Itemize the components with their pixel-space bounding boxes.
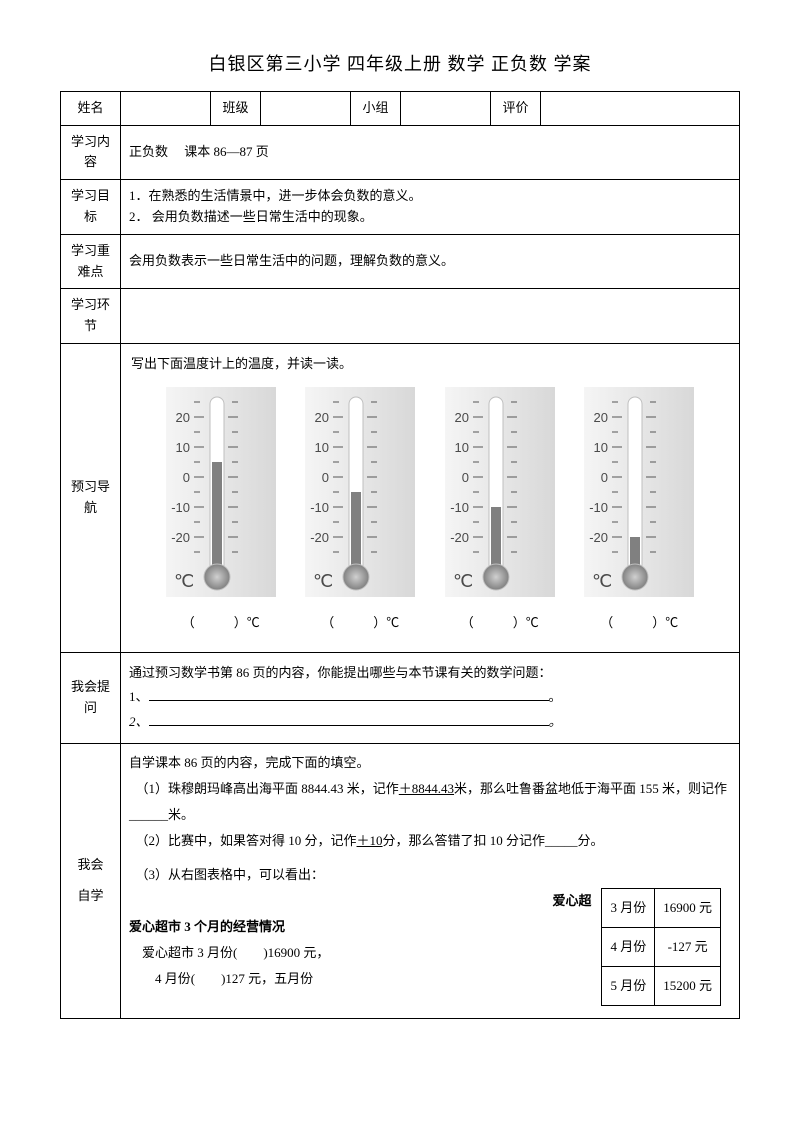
table-cell: 4 月份 (602, 927, 655, 966)
q1-period: 。 (549, 689, 562, 704)
header-row: 姓名 班级 小组 评价 (61, 91, 740, 125)
svg-text:-20: -20 (310, 530, 329, 545)
content-text: 正负数 课本 86—87 页 (121, 125, 740, 180)
group-field[interactable] (401, 91, 491, 125)
underline-1: ＋8844.43 (399, 781, 454, 796)
goal-1: 1．在熟悉的生活情景中，进一步体会负数的意义。 (129, 186, 731, 207)
name-field[interactable] (121, 91, 211, 125)
table-cell: 3 月份 (602, 888, 655, 927)
name-label: 姓名 (61, 91, 121, 125)
question-1[interactable]: 1、 。 (129, 687, 731, 708)
phase-empty (121, 289, 740, 344)
goal-label: 学习目标 (61, 180, 121, 235)
svg-text:℃: ℃ (592, 571, 612, 591)
selfstudy-content: 自学课本 86 页的内容，完成下面的填空。 （1）珠穆朗玛峰高出海平面 8844… (121, 743, 740, 1018)
preview-content: 写出下面温度计上的温度，并读一读。 20 10 0 -10 -20 ℃ （ ）℃ (121, 343, 740, 652)
svg-text:10: 10 (454, 440, 468, 455)
table-cell: 15200 元 (655, 966, 721, 1005)
goal-text: 1．在熟悉的生活情景中，进一步体会负数的意义。 2． 会用负数描述一些日常生活中… (121, 180, 740, 235)
svg-text:0: 0 (183, 470, 190, 485)
eval-label: 评价 (491, 91, 541, 125)
q1-prefix: 1、 (129, 689, 149, 704)
question-intro: 通过预习数学书第 86 页的内容，你能提出哪些与本节课有关的数学问题： (129, 663, 731, 684)
selfstudy-1: （1）珠穆朗玛峰高出海平面 8844.43 米，记作＋8844.43米，那么吐鲁… (129, 776, 731, 828)
thermo-blank[interactable]: （ ）℃ (166, 613, 276, 634)
eval-field[interactable] (541, 91, 740, 125)
svg-text:℃: ℃ (453, 571, 473, 591)
selfstudy-3: （3）从右图表格中，可以看出： (129, 862, 731, 888)
svg-text:10: 10 (175, 440, 189, 455)
thermometer-icon: 20 10 0 -10 -20 ℃ (305, 387, 415, 607)
thermo-blank[interactable]: （ ）℃ (445, 613, 555, 634)
preview-label: 预习导航 (61, 343, 121, 652)
svg-text:-10: -10 (589, 500, 608, 515)
selfstudy-label-2: 自学 (69, 886, 112, 907)
thermometer-item: 20 10 0 -10 -20 ℃ （ ）℃ (584, 387, 694, 634)
table-cell: 5 月份 (602, 966, 655, 1005)
class-field[interactable] (261, 91, 351, 125)
selfstudy-2: （2）比赛中，如果答对得 10 分，记作＋10分，那么答错了扣 10 分记作__… (129, 828, 731, 854)
svg-text:-10: -10 (171, 500, 190, 515)
selfstudy-label-1: 我会 (69, 855, 112, 876)
preview-instruction: 写出下面温度计上的温度，并读一读。 (131, 354, 729, 375)
question-2[interactable]: 2、 。 (129, 712, 731, 733)
svg-text:-10: -10 (310, 500, 329, 515)
svg-text:0: 0 (601, 470, 608, 485)
svg-text:-20: -20 (450, 530, 469, 545)
thermometer-icon: 20 10 0 -10 -20 ℃ (584, 387, 694, 607)
svg-text:20: 20 (315, 410, 329, 425)
table-row: 3 月份16900 元 (602, 888, 721, 927)
q1-blank[interactable] (149, 688, 549, 701)
svg-text:10: 10 (315, 440, 329, 455)
svg-text:0: 0 (462, 470, 469, 485)
thermometer-item: 20 10 0 -10 -20 ℃ （ ）℃ (445, 387, 555, 634)
svg-text:-10: -10 (450, 500, 469, 515)
content-label: 学习内容 (61, 125, 121, 180)
thermo-blank[interactable]: （ ）℃ (584, 613, 694, 634)
svg-text:20: 20 (454, 410, 468, 425)
thermometer-item: 20 10 0 -10 -20 ℃ （ ）℃ (166, 387, 276, 634)
svg-text:℃: ℃ (174, 571, 194, 591)
svg-text:10: 10 (594, 440, 608, 455)
question-label: 我会提问 (61, 652, 121, 743)
goal-2: 2． 会用负数描述一些日常生活中的现象。 (129, 207, 731, 228)
group-label: 小组 (351, 91, 401, 125)
svg-text:0: 0 (322, 470, 329, 485)
table-row: 4 月份-127 元 (602, 927, 721, 966)
table-cell: -127 元 (655, 927, 721, 966)
difficult-label: 学习重难点 (61, 234, 121, 289)
q2-blank[interactable] (149, 713, 549, 726)
svg-text:-20: -20 (171, 530, 190, 545)
thermometer-icon: 20 10 0 -10 -20 ℃ (166, 387, 276, 607)
thermometer-icon: 20 10 0 -10 -20 ℃ (445, 387, 555, 607)
thermometer-item: 20 10 0 -10 -20 ℃ （ ）℃ (305, 387, 415, 634)
selfstudy-intro: 自学课本 86 页的内容，完成下面的填空。 (129, 750, 731, 776)
worksheet-table: 姓名 班级 小组 评价 学习内容 正负数 课本 86—87 页 学习目标 1．在… (60, 91, 740, 1019)
selfstudy-label: 我会 自学 (61, 743, 121, 1018)
question-content: 通过预习数学书第 86 页的内容，你能提出哪些与本节课有关的数学问题： 1、。 … (121, 652, 740, 743)
q2-period: 。 (549, 714, 562, 729)
table-row: 5 月份15200 元 (602, 966, 721, 1005)
thermometer-row: 20 10 0 -10 -20 ℃ （ ）℃ 20 10 0 -10 -20 ℃ （ ）℃ (131, 375, 729, 642)
q2-prefix: 2、 (129, 714, 149, 729)
svg-text:℃: ℃ (313, 571, 333, 591)
class-label: 班级 (211, 91, 261, 125)
underline-2: ＋10 (357, 833, 383, 848)
income-table: 3 月份16900 元4 月份-127 元5 月份15200 元 (601, 888, 721, 1006)
svg-text:20: 20 (594, 410, 608, 425)
table-cell: 16900 元 (655, 888, 721, 927)
thermo-blank[interactable]: （ ）℃ (305, 613, 415, 634)
page-title: 白银区第三小学 四年级上册 数学 正负数 学案 (60, 50, 740, 79)
svg-text:-20: -20 (589, 530, 608, 545)
svg-text:20: 20 (175, 410, 189, 425)
difficult-text: 会用负数表示一些日常生活中的问题，理解负数的意义。 (121, 234, 740, 289)
phase-label: 学习环节 (61, 289, 121, 344)
